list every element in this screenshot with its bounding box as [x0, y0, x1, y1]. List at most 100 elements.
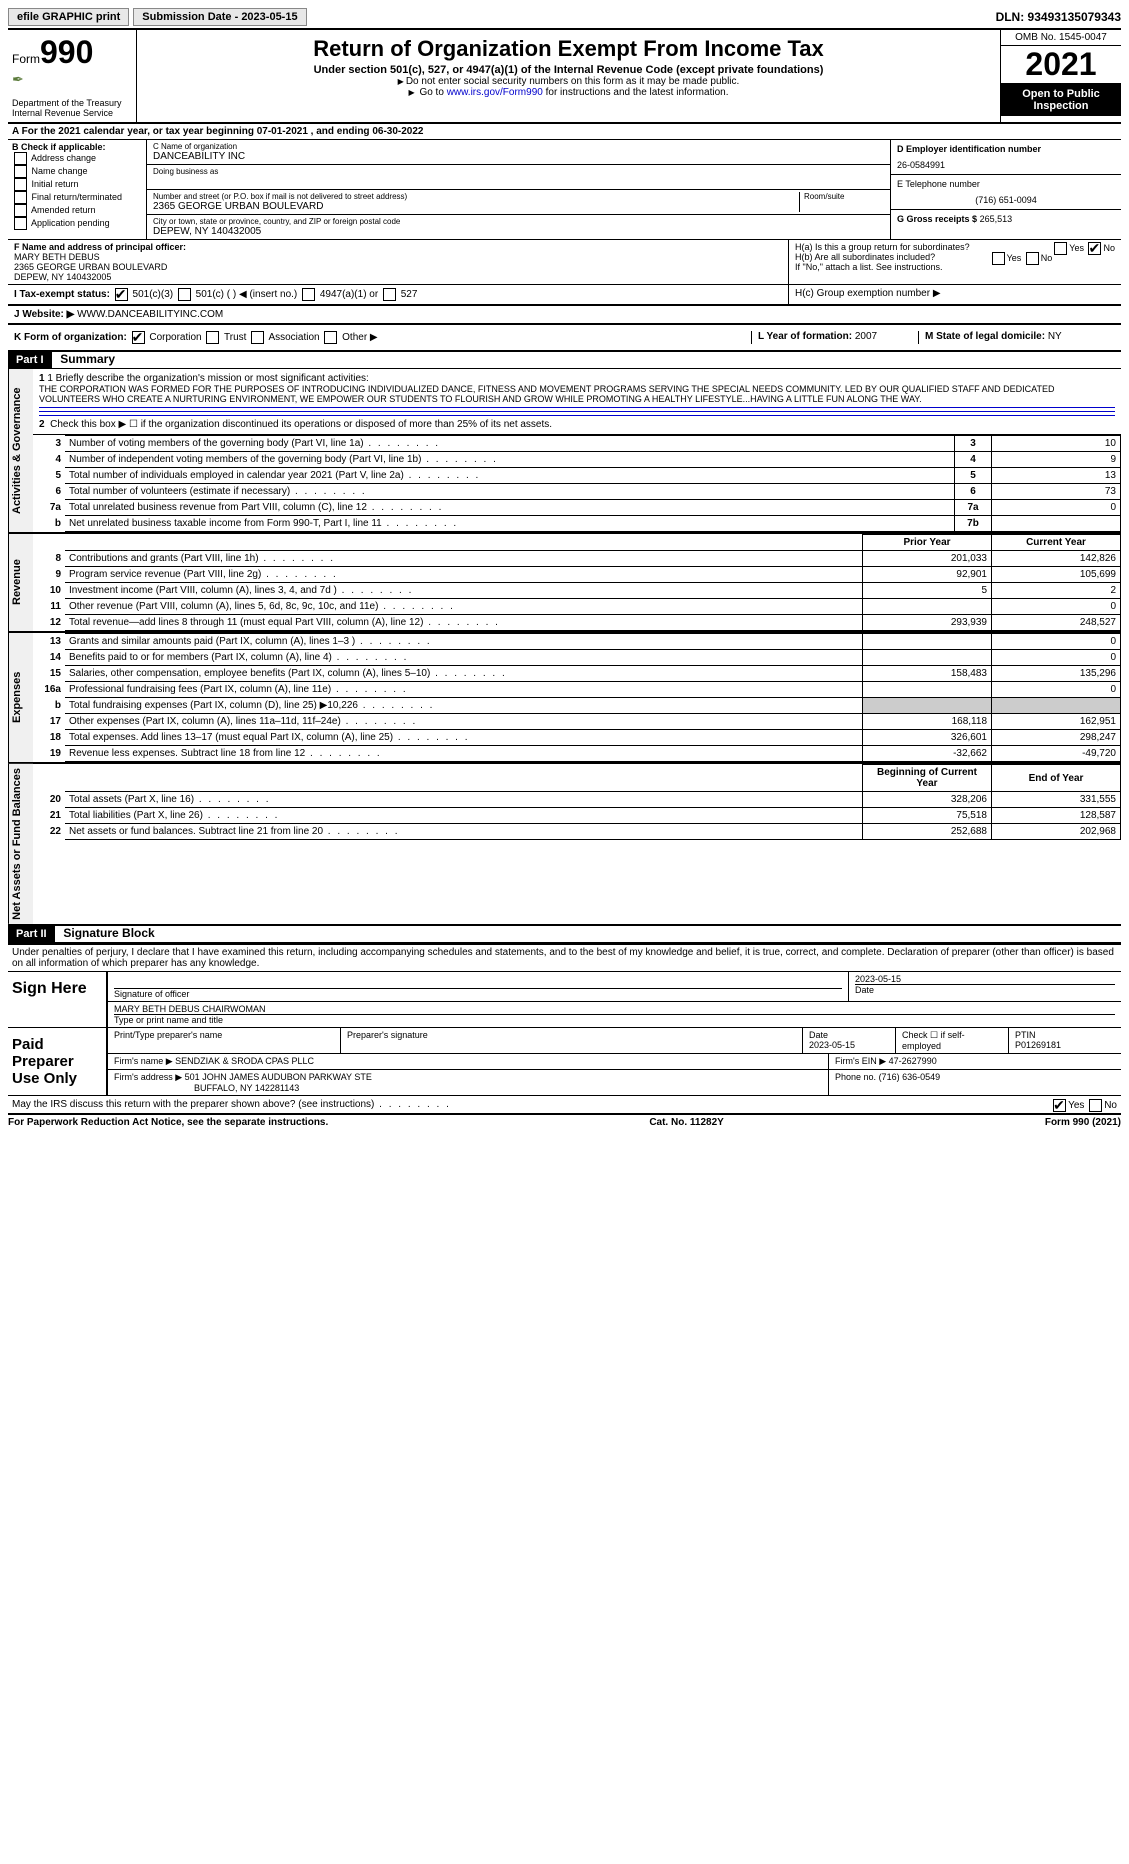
section-b-to-g: B Check if applicable: Address change Na…	[8, 140, 1121, 240]
ein-value: 26-0584991	[897, 160, 1115, 170]
table-row: 22Net assets or fund balances. Subtract …	[33, 824, 1121, 840]
dept-treasury: Department of the Treasury	[12, 98, 132, 108]
omb-number: OMB No. 1545-0047	[1001, 30, 1121, 46]
sign-here-label: Sign Here	[8, 972, 106, 1027]
q1-label: 1 1 Briefly describe the organization's …	[39, 373, 1115, 384]
org-name-cell: C Name of organization DANCEABILITY INC	[147, 140, 890, 165]
irs-form990-link[interactable]: www.irs.gov/Form990	[447, 87, 543, 98]
irs-label: Internal Revenue Service	[12, 108, 132, 118]
chk-501c3[interactable]	[115, 288, 128, 301]
chk-amended-return[interactable]: Amended return	[12, 204, 142, 217]
b-label: B Check if applicable:	[12, 142, 142, 152]
table-row: 13Grants and similar amounts paid (Part …	[33, 634, 1121, 650]
tab-activities-governance: Activities & Governance	[8, 369, 33, 532]
officer-type-label: Type or print name and title	[114, 1014, 1115, 1025]
tab-revenue: Revenue	[8, 534, 33, 631]
sig-officer-label: Signature of officer	[114, 988, 842, 999]
pen-icon: ✒	[12, 71, 24, 87]
table-header-row: Beginning of Current YearEnd of Year	[33, 765, 1121, 792]
page-footer: For Paperwork Reduction Act Notice, see …	[8, 1115, 1121, 1128]
website-value: WWW.DANCEABILITYINC.COM	[77, 309, 223, 320]
dba-cell: Doing business as	[147, 165, 890, 190]
chk-discuss-yes[interactable]	[1053, 1099, 1066, 1112]
table-row: 11Other revenue (Part VIII, column (A), …	[33, 599, 1121, 615]
signature-block: Under penalties of perjury, I declare th…	[8, 943, 1121, 1115]
table-row: 16aProfessional fundraising fees (Part I…	[33, 682, 1121, 698]
j-label: J Website: ▶	[14, 309, 74, 320]
table-row: 12Total revenue—add lines 8 through 11 (…	[33, 615, 1121, 631]
chk-application-pending[interactable]: Application pending	[12, 217, 142, 230]
table-row: 5Total number of individuals employed in…	[33, 468, 1121, 484]
form-title: Return of Organization Exempt From Incom…	[141, 36, 996, 62]
chk-corporation[interactable]	[132, 331, 145, 344]
city-cell: City or town, state or province, country…	[147, 215, 890, 239]
h-group-return: H(a) Is this a group return for subordin…	[789, 240, 1121, 284]
gross-receipts-cell: G Gross receipts $ 265,513	[891, 210, 1121, 228]
chk-initial-return[interactable]: Initial return	[12, 178, 142, 191]
prep-name-label: Print/Type preparer's name	[108, 1028, 341, 1053]
header-right: OMB No. 1545-0047 2021 Open to Public In…	[1000, 30, 1121, 122]
may-irs-discuss: May the IRS discuss this return with the…	[8, 1096, 1121, 1115]
row-j-website: J Website: ▶ WWW.DANCEABILITYINC.COM	[8, 306, 1121, 325]
chk-association[interactable]	[251, 331, 264, 344]
perjury-statement: Under penalties of perjury, I declare th…	[8, 945, 1121, 972]
part2-title: Signature Block	[57, 926, 154, 940]
chk-discuss-no[interactable]	[1089, 1099, 1102, 1112]
officer-name: MARY BETH DEBUS	[14, 252, 782, 262]
expenses-table: 13Grants and similar amounts paid (Part …	[33, 633, 1121, 762]
net-assets-table: Beginning of Current YearEnd of Year20To…	[33, 764, 1121, 840]
row-k-l-m: K Form of organization: Corporation Trus…	[8, 325, 1121, 352]
table-row: 3Number of voting members of the governi…	[33, 436, 1121, 452]
goto-post: for instructions and the latest informat…	[543, 87, 729, 98]
gross-label: G Gross receipts $	[897, 214, 977, 224]
header-left: Form990 ✒ Department of the Treasury Int…	[8, 30, 137, 122]
state-domicile: M State of legal domicile: NY	[918, 331, 1115, 344]
table-row: 4Number of independent voting members of…	[33, 452, 1121, 468]
revenue-table: Prior YearCurrent Year8Contributions and…	[33, 534, 1121, 631]
officer-name-cell: MARY BETH DEBUS CHAIRWOMAN Type or print…	[108, 1002, 1121, 1027]
year-formation: L Year of formation: 2007	[751, 331, 918, 344]
chk-name-change[interactable]: Name change	[12, 165, 142, 178]
open-to-public: Open to Public Inspection	[1001, 84, 1121, 116]
part1-header: Part I	[8, 352, 52, 368]
efile-print-button[interactable]: efile GRAPHIC print	[8, 8, 129, 26]
firm-ein-cell: Firm's EIN ▶ 47-2627990	[829, 1054, 1121, 1069]
activities-governance-section: Activities & Governance 1 1 Briefly desc…	[8, 369, 1121, 534]
form-subtitle: Under section 501(c), 527, or 4947(a)(1)…	[141, 64, 996, 76]
gross-value: 265,513	[980, 214, 1013, 224]
officer-addr1: 2365 GEORGE URBAN BOULEVARD	[14, 262, 782, 272]
revenue-section: Revenue Prior YearCurrent Year8Contribut…	[8, 534, 1121, 633]
table-header-row: Prior YearCurrent Year	[33, 535, 1121, 551]
form-990-number: 990	[40, 34, 93, 70]
top-bar: efile GRAPHIC print Submission Date - 20…	[8, 8, 1121, 30]
form-header: Form990 ✒ Department of the Treasury Int…	[8, 30, 1121, 124]
table-row: 8Contributions and grants (Part VIII, li…	[33, 551, 1121, 567]
city-label: City or town, state or province, country…	[153, 217, 884, 226]
officer-name-value: MARY BETH DEBUS CHAIRWOMAN	[114, 1004, 1115, 1014]
chk-501c[interactable]	[178, 288, 191, 301]
form-label: Form	[12, 52, 40, 66]
chk-address-change[interactable]: Address change	[12, 152, 142, 165]
ein-label: D Employer identification number	[897, 144, 1115, 154]
table-row: 7aTotal unrelated business revenue from …	[33, 500, 1121, 516]
chk-527[interactable]	[383, 288, 396, 301]
column-c-org-info: C Name of organization DANCEABILITY INC …	[147, 140, 890, 239]
dln-label: DLN: 93493135079343	[996, 10, 1121, 24]
column-b-checkboxes: B Check if applicable: Address change Na…	[8, 140, 147, 239]
chk-other[interactable]	[324, 331, 337, 344]
chk-final-return[interactable]: Final return/terminated	[12, 191, 142, 204]
ein-cell: D Employer identification number 26-0584…	[891, 140, 1121, 175]
part2-header-row: Part II Signature Block	[8, 926, 1121, 943]
chk-4947[interactable]	[302, 288, 315, 301]
table-row: 21Total liabilities (Part X, line 26)75,…	[33, 808, 1121, 824]
addr-value: 2365 GEORGE URBAN BOULEVARD	[153, 201, 799, 212]
part1-title: Summary	[54, 352, 115, 366]
table-row: 10Investment income (Part VIII, column (…	[33, 583, 1121, 599]
q2-checkbox: 2 Check this box ▶ ☐ if the organization…	[39, 419, 1115, 430]
room-label: Room/suite	[804, 192, 884, 201]
chk-trust[interactable]	[206, 331, 219, 344]
submission-date-button[interactable]: Submission Date - 2023-05-15	[133, 8, 306, 26]
goto-note: Go to www.irs.gov/Form990 for instructio…	[141, 87, 996, 98]
prep-sig-label: Preparer's signature	[341, 1028, 803, 1053]
tax-exempt-status: I Tax-exempt status: 501(c)(3) 501(c) ( …	[8, 285, 789, 304]
